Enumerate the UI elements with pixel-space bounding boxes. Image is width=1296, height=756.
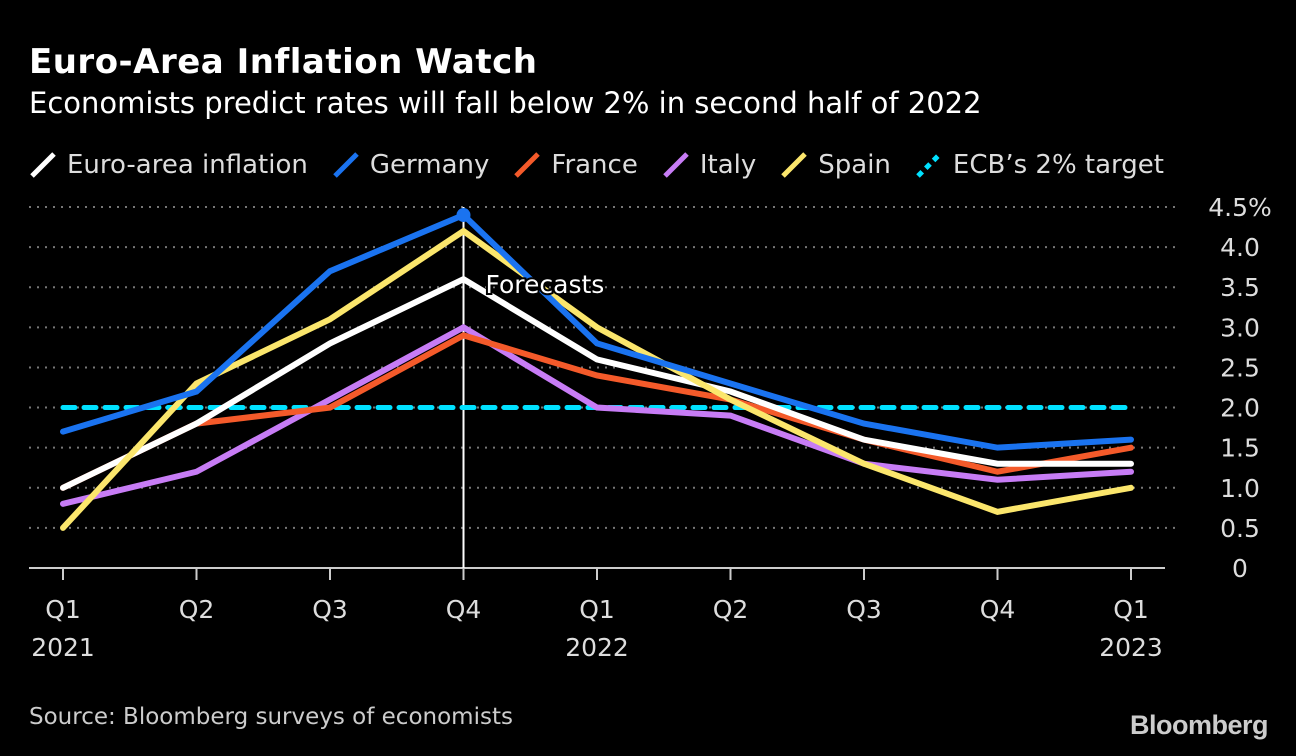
legend-label: Spain xyxy=(818,150,891,180)
legend-swatch-icon xyxy=(781,152,808,178)
bloomberg-logo: Bloomberg xyxy=(1129,710,1269,740)
x-tick-label: Q2 xyxy=(713,595,749,624)
legend-label: Italy xyxy=(699,150,757,180)
x-tick-label: 2022 xyxy=(565,633,629,662)
y-tick-label: 2.5 xyxy=(1220,353,1260,382)
legend-label: Germany xyxy=(369,150,490,180)
y-tick-label: 1.5 xyxy=(1220,434,1260,463)
y-tick-label: 4.0 xyxy=(1220,233,1260,262)
x-tick-label: Q4 xyxy=(446,595,482,624)
x-tick-label: Q1 xyxy=(1113,595,1149,624)
series-line-euro-area-inflation xyxy=(60,275,1134,491)
y-tick-label: 2.0 xyxy=(1220,394,1260,423)
x-tick-label: 2023 xyxy=(1099,633,1163,662)
legend: Euro-area inflation Germany France Italy Spa… xyxy=(29,150,1164,180)
series-line-spain xyxy=(60,227,1134,531)
legend-swatch-icon xyxy=(333,152,359,178)
legend-label: ECB’s 2% target xyxy=(952,150,1164,180)
legend-item: Euro-area inflation xyxy=(29,150,308,180)
germany-peak-marker xyxy=(456,208,471,223)
x-tick-label: Q3 xyxy=(312,595,348,624)
x-tick-label: Q4 xyxy=(980,595,1016,624)
legend-swatch-icon xyxy=(916,152,942,178)
chart-title: Euro-Area Inflation Watch xyxy=(29,42,538,82)
legend-label: Euro-area inflation xyxy=(67,150,308,180)
series-line-italy xyxy=(60,323,1134,507)
legend-item: Germany xyxy=(332,150,490,180)
legend-swatch-icon xyxy=(514,152,541,178)
legend-item: Italy xyxy=(662,150,756,180)
series-line-france xyxy=(60,332,1134,491)
legend-swatch-icon xyxy=(30,152,56,178)
y-tick-label: 0 xyxy=(1232,554,1248,583)
x-tick-label: 2021 xyxy=(31,633,95,662)
x-tick-label: Q1 xyxy=(579,595,615,624)
legend-swatch-icon xyxy=(663,152,689,178)
chart-subtitle: Economists predict rates will fall below… xyxy=(29,86,982,120)
y-tick-label: 0.5 xyxy=(1220,514,1260,543)
source-note: Source: Bloomberg surveys of economists xyxy=(29,704,513,730)
x-tick-label: Q1 xyxy=(45,595,81,624)
forecasts-annotation: Forecasts xyxy=(486,270,605,299)
y-tick-label: 3.5 xyxy=(1220,273,1260,302)
x-tick-label: Q3 xyxy=(846,595,882,624)
legend-label: France xyxy=(551,150,638,180)
y-tick-label: 3.0 xyxy=(1220,313,1260,342)
y-tick-label: 4.5% xyxy=(1208,193,1272,222)
series-line-germany xyxy=(60,211,1134,451)
legend-item: ECB’s 2% target xyxy=(915,150,1164,180)
line-chart: 0 0.5 1.0 1.5 2.0 2.5 3.0 3.5 4.0 4.5% Q1 2021 Q2 Q3 Q… xyxy=(29,193,1272,662)
y-tick-label: 1.0 xyxy=(1220,474,1260,503)
legend-item: Spain xyxy=(780,150,891,180)
x-tick-label: Q2 xyxy=(179,595,215,624)
legend-item: France xyxy=(513,150,638,180)
